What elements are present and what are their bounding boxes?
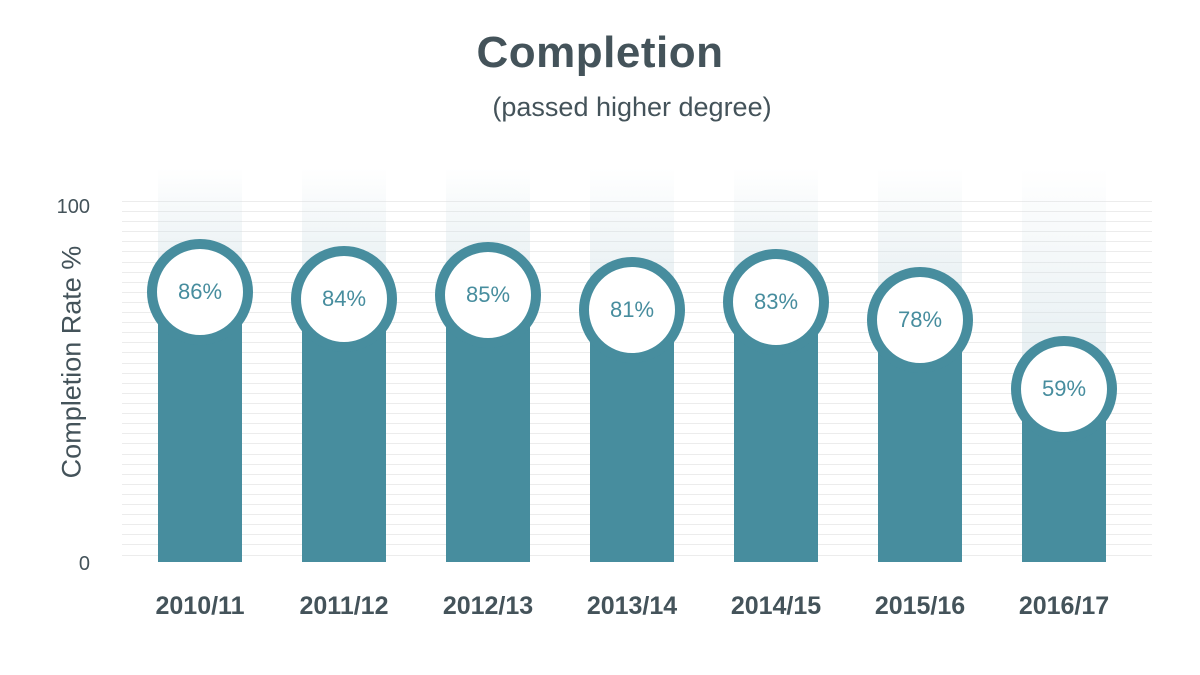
y-tick-0: 0 xyxy=(78,553,90,575)
chart-title: Completion xyxy=(476,28,724,77)
value-bubble: 85% xyxy=(435,242,541,349)
x-tick-label: 2011/12 xyxy=(299,592,389,620)
value-bubble: 86% xyxy=(147,238,253,345)
chart-subtitle: (passed higher degree) xyxy=(492,92,772,122)
x-tick-label: 2016/17 xyxy=(1018,592,1110,620)
value-bubble: 83% xyxy=(723,249,829,356)
y-axis-label: Completion Rate % xyxy=(56,245,87,479)
x-tick-label: 2012/13 xyxy=(442,592,534,620)
value-bubble: 81% xyxy=(579,256,685,363)
x-tick-label: 2014/15 xyxy=(730,592,822,620)
plot-area: 86% 84% 85% 81% 83% 78% 59% xyxy=(122,160,1152,570)
y-tick-100: 100 xyxy=(56,196,90,218)
value-bubble: 78% xyxy=(867,267,973,374)
x-tick-label: 2010/11 xyxy=(155,592,245,620)
x-tick-label: 2013/14 xyxy=(586,592,678,620)
value-bubble: 59% xyxy=(1011,336,1117,442)
x-tick-label: 2015/16 xyxy=(874,592,966,620)
value-bubble: 84% xyxy=(291,245,397,352)
